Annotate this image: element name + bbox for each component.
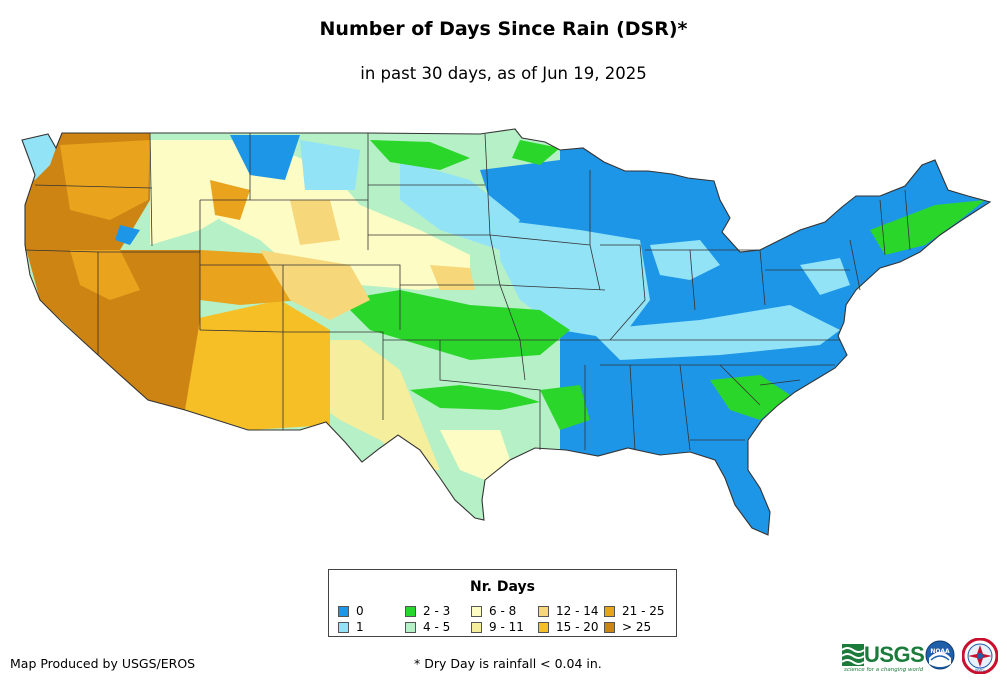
legend-item-4: 6 - 8 xyxy=(471,605,516,619)
legend-label-4: 6 - 8 xyxy=(489,604,517,618)
legend-label-7: 15 - 20 xyxy=(556,620,599,634)
usgs-tagline: science for a changing world xyxy=(844,667,924,673)
legend-swatch-3 xyxy=(405,622,416,633)
legend-swatch-2 xyxy=(405,606,416,617)
legend-label-9: > 25 xyxy=(622,620,652,634)
legend-swatch-8 xyxy=(604,606,615,617)
legend-item-6: 12 - 14 xyxy=(538,605,599,619)
dry-day-note: * Dry Day is rainfall < 0.04 in. xyxy=(414,656,602,671)
legend-swatch-9 xyxy=(604,622,615,633)
nws-logo: NWS xyxy=(962,638,998,674)
legend-item-8: 21 - 25 xyxy=(604,605,665,619)
legend-swatch-5 xyxy=(471,622,482,633)
noaa-wordmark: NOAA xyxy=(930,648,950,655)
usgs-logo: USGS science for a changing world xyxy=(842,642,925,676)
legend-box: Nr. Days 0 1 2 - 3 4 - 5 6 - 8 9 - 11 12… xyxy=(328,569,677,637)
legend-swatch-7 xyxy=(538,622,549,633)
dsr-colored-regions xyxy=(22,129,990,535)
legend-item-5: 9 - 11 xyxy=(471,621,524,635)
map-title: Number of Days Since Rain (DSR)* xyxy=(319,18,688,40)
legend-swatch-4 xyxy=(471,606,482,617)
legend-item-2: 2 - 3 xyxy=(405,605,450,619)
usgs-wave-icon xyxy=(842,644,864,666)
legend-label-5: 9 - 11 xyxy=(489,620,524,634)
noaa-logo: NOAA xyxy=(925,640,955,670)
usgs-wordmark: USGS xyxy=(864,642,925,667)
legend-label-0: 0 xyxy=(356,604,364,618)
legend-swatch-0 xyxy=(338,606,349,617)
legend-label-2: 2 - 3 xyxy=(423,604,451,618)
state-boundaries xyxy=(21,128,992,536)
legend-item-7: 15 - 20 xyxy=(538,621,599,635)
legend-swatch-1 xyxy=(338,622,349,633)
legend-swatch-6 xyxy=(538,606,549,617)
legend-label-8: 21 - 25 xyxy=(622,604,665,618)
legend-item-1: 1 xyxy=(338,621,364,635)
legend-label-1: 1 xyxy=(356,620,364,634)
legend-label-3: 4 - 5 xyxy=(423,620,451,634)
legend-item-9: > 25 xyxy=(604,621,651,635)
nws-wordmark: NWS xyxy=(975,668,985,673)
legend-label-6: 12 - 14 xyxy=(556,604,599,618)
legend-item-0: 0 xyxy=(338,605,364,619)
legend-title: Nr. Days xyxy=(470,579,535,595)
map-subtitle: in past 30 days, as of Jun 19, 2025 xyxy=(360,64,647,83)
legend-item-3: 4 - 5 xyxy=(405,621,450,635)
producer-credit: Map Produced by USGS/EROS xyxy=(10,656,196,671)
